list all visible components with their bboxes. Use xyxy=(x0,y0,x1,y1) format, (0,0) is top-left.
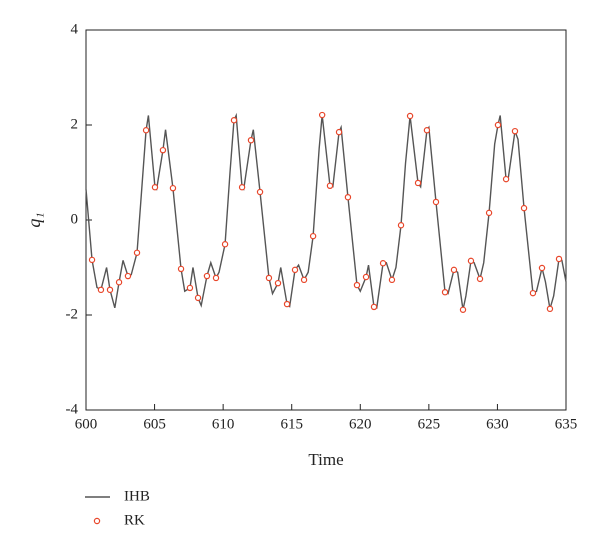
y-tick-label: -2 xyxy=(66,306,79,322)
marker xyxy=(432,198,440,206)
marker xyxy=(169,184,177,192)
x-tick-label: 600 xyxy=(75,416,98,432)
x-tick-label: 625 xyxy=(418,416,441,432)
marker xyxy=(538,264,546,272)
marker xyxy=(221,241,229,248)
marker xyxy=(397,222,405,229)
marker xyxy=(88,256,96,264)
marker xyxy=(362,273,370,281)
marker xyxy=(494,121,502,129)
marker xyxy=(115,279,123,286)
marker xyxy=(485,209,493,217)
marker xyxy=(511,127,519,135)
marker xyxy=(159,146,167,154)
x-tick-label: 605 xyxy=(143,416,166,432)
marker xyxy=(546,305,554,313)
marker xyxy=(450,266,458,274)
y-tick-label: 2 xyxy=(71,116,79,132)
marker xyxy=(151,184,159,191)
marker xyxy=(326,182,334,189)
x-tick-label: 615 xyxy=(280,416,303,432)
marker xyxy=(133,249,141,256)
marker xyxy=(309,232,317,240)
x-tick-label: 610 xyxy=(212,416,235,432)
marker xyxy=(335,128,343,136)
y-axis-label: q₁ xyxy=(24,212,44,227)
y-tick-label: 4 xyxy=(71,21,79,37)
marker xyxy=(529,289,537,297)
marker xyxy=(459,306,467,313)
marker xyxy=(203,272,211,280)
marker xyxy=(274,279,282,287)
marker xyxy=(124,272,132,280)
marker xyxy=(344,193,352,201)
marker xyxy=(467,257,475,265)
marker xyxy=(186,284,194,292)
marker xyxy=(106,286,114,294)
x-tick-label: 635 xyxy=(555,416,578,432)
marker xyxy=(441,289,449,296)
legend-label: RK xyxy=(124,512,145,528)
marker xyxy=(520,204,528,212)
y-tick-label: -4 xyxy=(66,401,79,417)
marker xyxy=(406,112,414,120)
marker xyxy=(256,188,264,196)
marker xyxy=(142,127,150,134)
marker xyxy=(177,265,185,273)
marker xyxy=(283,300,291,308)
marker xyxy=(300,276,308,284)
marker xyxy=(388,276,396,284)
marker xyxy=(502,175,510,183)
x-tick-label: 620 xyxy=(349,416,372,432)
legend-label: IHB xyxy=(124,488,150,504)
marker xyxy=(97,286,105,294)
marker xyxy=(423,127,431,134)
marker xyxy=(370,303,378,311)
marker xyxy=(194,294,202,302)
marker xyxy=(212,274,220,282)
marker xyxy=(238,184,246,191)
marker xyxy=(476,275,484,283)
marker xyxy=(318,111,326,119)
plot-frame xyxy=(85,29,567,411)
line xyxy=(85,112,567,310)
legend-marker xyxy=(93,517,101,525)
marker xyxy=(291,266,299,274)
x-axis-label: Time xyxy=(308,450,343,469)
marker xyxy=(353,281,361,289)
marker xyxy=(247,136,255,144)
marker xyxy=(555,255,563,263)
marker xyxy=(379,260,387,267)
y-tick-label: 0 xyxy=(71,211,79,227)
marker xyxy=(230,117,238,124)
marker xyxy=(414,179,422,187)
marker xyxy=(265,274,273,282)
x-tick-label: 630 xyxy=(486,416,509,432)
